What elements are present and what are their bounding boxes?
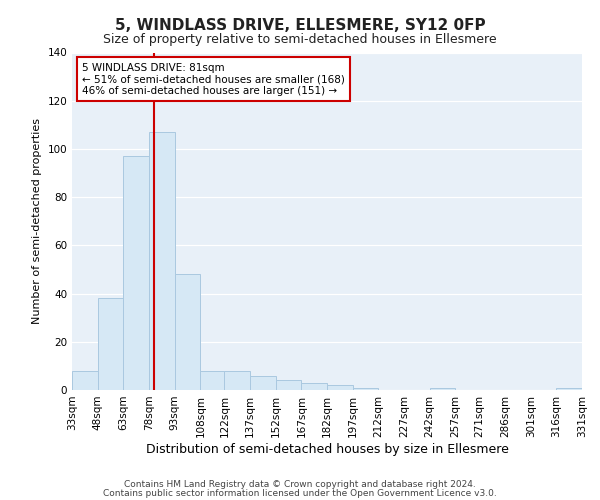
- Bar: [72, 370, 98, 390]
- Bar: [301, 383, 327, 390]
- X-axis label: Distribution of semi-detached houses by size in Ellesmere: Distribution of semi-detached houses by …: [146, 442, 508, 456]
- Bar: [250, 376, 275, 390]
- Bar: [556, 388, 582, 390]
- Text: Contains public sector information licensed under the Open Government Licence v3: Contains public sector information licen…: [103, 488, 497, 498]
- Text: Contains HM Land Registry data © Crown copyright and database right 2024.: Contains HM Land Registry data © Crown c…: [124, 480, 476, 489]
- Bar: [224, 370, 250, 390]
- Bar: [353, 388, 379, 390]
- Bar: [124, 156, 149, 390]
- Bar: [430, 388, 455, 390]
- Y-axis label: Number of semi-detached properties: Number of semi-detached properties: [32, 118, 42, 324]
- Text: 5, WINDLASS DRIVE, ELLESMERE, SY12 0FP: 5, WINDLASS DRIVE, ELLESMERE, SY12 0FP: [115, 18, 485, 32]
- Bar: [275, 380, 301, 390]
- Bar: [98, 298, 124, 390]
- Text: Size of property relative to semi-detached houses in Ellesmere: Size of property relative to semi-detach…: [103, 32, 497, 46]
- Bar: [327, 385, 353, 390]
- Text: 5 WINDLASS DRIVE: 81sqm
← 51% of semi-detached houses are smaller (168)
46% of s: 5 WINDLASS DRIVE: 81sqm ← 51% of semi-de…: [82, 62, 345, 96]
- Bar: [149, 132, 175, 390]
- Bar: [175, 274, 200, 390]
- Bar: [200, 370, 224, 390]
